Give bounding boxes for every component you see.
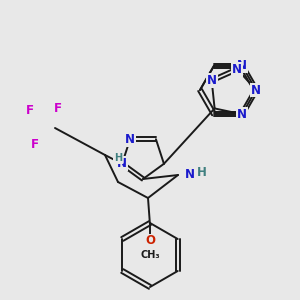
Text: CH₃: CH₃ bbox=[140, 250, 160, 260]
Text: F: F bbox=[31, 139, 39, 152]
Text: N: N bbox=[237, 59, 247, 72]
Text: H: H bbox=[197, 166, 207, 178]
Text: N: N bbox=[232, 63, 242, 76]
Text: N: N bbox=[117, 157, 127, 170]
Text: O: O bbox=[145, 235, 155, 248]
Text: H: H bbox=[114, 153, 122, 163]
Text: N: N bbox=[125, 133, 135, 146]
Text: N: N bbox=[185, 169, 195, 182]
Text: N: N bbox=[207, 74, 217, 87]
Text: N: N bbox=[251, 83, 261, 97]
Text: F: F bbox=[54, 101, 62, 115]
Text: F: F bbox=[26, 103, 34, 116]
Text: N: N bbox=[237, 108, 247, 121]
